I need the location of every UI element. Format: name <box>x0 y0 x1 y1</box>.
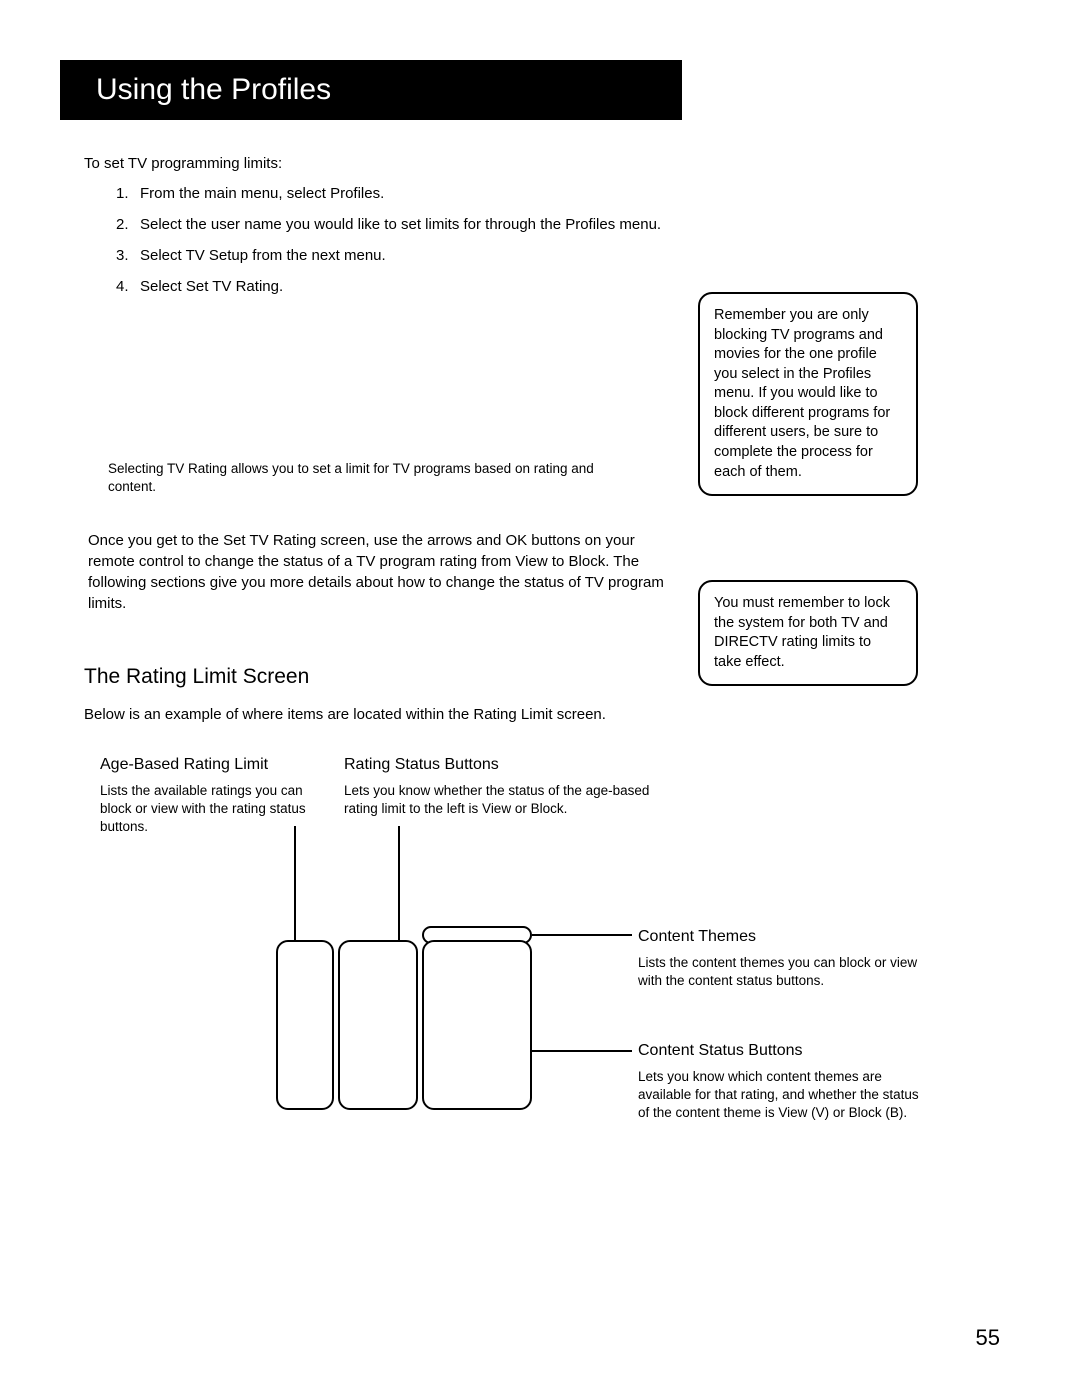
diagram-big-box <box>422 940 532 1110</box>
page-title: Using the Profiles <box>96 73 331 107</box>
step-text: Select Set TV Rating. <box>140 278 283 295</box>
callout-content-status: Content Status Buttons Lets you know whi… <box>638 1042 928 1123</box>
callout-title: Content Themes <box>638 928 928 946</box>
step-3: 3.Select TV Setup from the next menu. <box>116 242 661 269</box>
callout-body: Lets you know whether the status of the … <box>344 782 654 818</box>
figure-caption: Selecting TV Rating allows you to set a … <box>108 460 628 496</box>
callout-body: Lists the content themes you can block o… <box>638 954 928 990</box>
diagram-left-box <box>276 940 334 1110</box>
callout-content-themes: Content Themes Lists the content themes … <box>638 928 928 990</box>
section-intro: Below is an example of where items are l… <box>84 706 606 723</box>
note-box-profiles: Remember you are only blocking TV progra… <box>698 292 918 496</box>
section-heading: The Rating Limit Screen <box>84 665 309 689</box>
steps-list: 1.From the main menu, select Profiles. 2… <box>116 180 661 304</box>
intro-text: To set TV programming limits: <box>84 155 282 172</box>
step-text: Select TV Setup from the next menu. <box>140 247 386 264</box>
step-2: 2.Select the user name you would like to… <box>116 211 661 238</box>
callout-age-based: Age-Based Rating Limit Lists the availab… <box>100 756 330 837</box>
step-text: Select the user name you would like to s… <box>140 216 661 233</box>
connector-age-line <box>294 826 296 940</box>
step-1: 1.From the main menu, select Profiles. <box>116 180 661 207</box>
body-paragraph: Once you get to the Set TV Rating screen… <box>88 530 668 614</box>
connector-status-line <box>532 1050 632 1052</box>
callout-title: Content Status Buttons <box>638 1042 928 1060</box>
diagram-mid-box <box>338 940 418 1110</box>
step-4: 4.Select Set TV Rating. <box>116 273 661 300</box>
step-text: From the main menu, select Profiles. <box>140 185 384 202</box>
connector-rating-line <box>398 826 400 940</box>
callout-rating-status: Rating Status Buttons Lets you know whet… <box>344 756 654 818</box>
note-box-lock: You must remember to lock the system for… <box>698 580 918 686</box>
callout-body: Lets you know which content themes are a… <box>638 1068 928 1123</box>
callout-title: Age-Based Rating Limit <box>100 756 330 774</box>
page-number: 55 <box>976 1325 1000 1351</box>
callout-title: Rating Status Buttons <box>344 756 654 774</box>
connector-themes-line <box>532 934 632 936</box>
page-header-bar: Using the Profiles <box>60 60 682 120</box>
